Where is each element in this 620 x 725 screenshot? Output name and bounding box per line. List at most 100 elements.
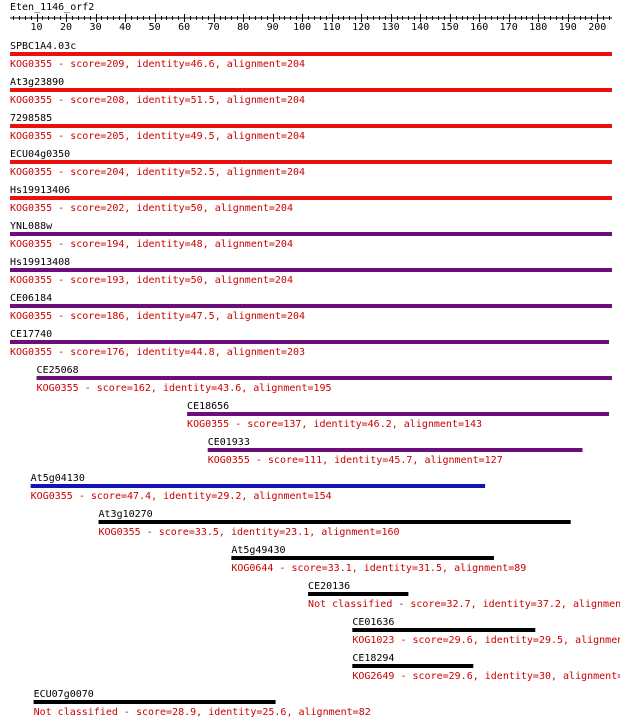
ruler-tick-label: 130 bbox=[382, 22, 400, 33]
hit-alignment-bar bbox=[10, 88, 612, 92]
hit-alignment-bar bbox=[207, 448, 583, 452]
hit-name: ECU04g0350 bbox=[10, 149, 70, 160]
hit-row: At5g04130 KOG0355 - score=47.4, identity=… bbox=[30, 473, 486, 502]
hit-row: Hs19913406 KOG0355 - score=202, identity=… bbox=[10, 185, 612, 214]
ruler-tick-label: 170 bbox=[500, 22, 518, 33]
ruler-tick-label: 20 bbox=[60, 22, 72, 33]
hit-annotation: KOG0355 - score=47.4, identity=29.2, ali… bbox=[31, 491, 332, 502]
hit-annotation: KOG0355 - score=205, identity=49.5, alig… bbox=[10, 131, 305, 142]
hit-alignment-bar bbox=[98, 520, 571, 524]
hit-row: YNL088w KOG0355 - score=194, identity=48,… bbox=[10, 221, 612, 250]
hit-row: CE18294 KOG2649 - score=29.6, identity=30… bbox=[352, 653, 620, 682]
hit-name: ECU07g0070 bbox=[34, 689, 94, 700]
hit-row: At3g23890 KOG0355 - score=208, identity=5… bbox=[10, 77, 612, 106]
hit-annotation: KOG0355 - score=176, identity=44.8, alig… bbox=[10, 347, 305, 358]
hit-annotation: KOG0355 - score=162, identity=43.6, alig… bbox=[37, 383, 332, 394]
ruler-tick-label: 30 bbox=[90, 22, 102, 33]
hit-name: SPBC1A4.03c bbox=[10, 41, 76, 52]
hit-name: At3g10270 bbox=[99, 509, 153, 520]
hit-name: YNL088w bbox=[10, 221, 53, 232]
hit-row: CE25068 KOG0355 - score=162, identity=43.… bbox=[36, 365, 612, 394]
ruler-tick-label: 150 bbox=[441, 22, 459, 33]
hit-row: At5g49430 KOG0644 - score=33.1, identity=… bbox=[231, 545, 526, 574]
hit-row: CE01636 KOG1023 - score=29.6, identity=29… bbox=[352, 617, 620, 646]
hit-alignment-bar bbox=[231, 556, 494, 560]
ruler-tick-label: 160 bbox=[470, 22, 488, 33]
hit-name: CE18656 bbox=[187, 401, 229, 412]
hit-alignment-bar bbox=[352, 664, 474, 668]
hit-alignment-bar bbox=[10, 124, 612, 128]
hit-name: CE06184 bbox=[10, 293, 52, 304]
hit-name: At3g23890 bbox=[10, 77, 64, 88]
hit-row: CE20136 Not classified - score=32.7, iden… bbox=[308, 581, 620, 610]
ruler-tick-label: 100 bbox=[293, 22, 311, 33]
hit-row: CE06184 KOG0355 - score=186, identity=47.… bbox=[10, 293, 612, 322]
hit-row: CE17740 KOG0355 - score=176, identity=44.… bbox=[10, 329, 610, 358]
hit-name: CE18294 bbox=[352, 653, 394, 664]
ruler-tick-label: 120 bbox=[352, 22, 370, 33]
sequence-ruler: 10 20 30 40 50 60 70 80 90 100 110 120 130 140 150 160 1… bbox=[10, 14, 612, 33]
hit-annotation: KOG0355 - score=186, identity=47.5, alig… bbox=[10, 311, 305, 322]
hit-row: Hs19913408 KOG0355 - score=193, identity=… bbox=[10, 257, 612, 286]
ruler-tick-label: 80 bbox=[237, 22, 249, 33]
hit-annotation: KOG0644 - score=33.1, identity=31.5, ali… bbox=[231, 563, 526, 574]
hit-name: At5g04130 bbox=[31, 473, 85, 484]
hit-annotation: KOG0355 - score=208, identity=51.5, alig… bbox=[10, 95, 305, 106]
hit-alignment-bar bbox=[10, 340, 610, 344]
hit-annotation: KOG0355 - score=204, identity=52.5, alig… bbox=[10, 167, 305, 178]
hit-name: Hs19913406 bbox=[10, 185, 70, 196]
hit-alignment-bar bbox=[308, 592, 409, 596]
hit-alignment-bar bbox=[187, 412, 610, 416]
hit-annotation: KOG0355 - score=194, identity=48, alignm… bbox=[10, 239, 293, 250]
hit-alignment-bar bbox=[10, 304, 612, 308]
hit-alignment-bar bbox=[33, 700, 276, 704]
hit-row: CE01933 KOG0355 - score=111, identity=45.… bbox=[207, 437, 583, 466]
hit-row: At3g10270 KOG0355 - score=33.5, identity=… bbox=[98, 509, 571, 538]
ruler-tick-label: 110 bbox=[323, 22, 341, 33]
hit-name: CE20136 bbox=[308, 581, 350, 592]
hit-alignment-bar bbox=[10, 196, 612, 200]
hit-annotation: Not classified - score=32.7, identity=37… bbox=[308, 599, 620, 610]
ruler-tick-label: 60 bbox=[178, 22, 190, 33]
hit-name: CE25068 bbox=[37, 365, 79, 376]
hit-row: SPBC1A4.03c KOG0355 - score=209, identity… bbox=[10, 41, 612, 70]
hit-alignment-bar bbox=[10, 232, 612, 236]
hit-name: 7298585 bbox=[10, 113, 52, 124]
hit-alignment-bar bbox=[10, 268, 612, 272]
hit-row: ECU04g0350 KOG0355 - score=204, identity=… bbox=[10, 149, 612, 178]
hit-name: Hs19913408 bbox=[10, 257, 70, 268]
hit-name: CE01933 bbox=[208, 437, 250, 448]
hit-alignment-bar bbox=[352, 628, 536, 632]
hit-annotation: KOG0355 - score=137, identity=46.2, alig… bbox=[187, 419, 482, 430]
hit-name: CE01636 bbox=[352, 617, 394, 628]
hit-annotation: KOG0355 - score=33.5, identity=23.1, ali… bbox=[99, 527, 400, 538]
hit-annotation: Not classified - score=28.9, identity=25… bbox=[34, 707, 371, 718]
ruler-tick-label: 190 bbox=[559, 22, 577, 33]
hit-row: 7298585 KOG0355 - score=205, identity=49.… bbox=[10, 113, 612, 142]
ruler-tick-label: 10 bbox=[31, 22, 43, 33]
hit-alignment-bar bbox=[10, 52, 612, 56]
hit-row: CE18656 KOG0355 - score=137, identity=46.… bbox=[187, 401, 610, 430]
ruler-tick-label: 70 bbox=[208, 22, 220, 33]
hit-annotation: KOG0355 - score=111, identity=45.7, alig… bbox=[208, 455, 503, 466]
hit-name: At5g49430 bbox=[231, 545, 285, 556]
ruler-tick-label: 140 bbox=[411, 22, 429, 33]
ruler-tick-label: 200 bbox=[588, 22, 606, 33]
ruler-tick-label: 90 bbox=[267, 22, 279, 33]
hit-list: SPBC1A4.03c KOG0355 - score=209, identity… bbox=[10, 41, 620, 718]
hit-name: CE17740 bbox=[10, 329, 52, 340]
hit-alignment-bar bbox=[10, 160, 612, 164]
ruler-tick-label: 180 bbox=[529, 22, 547, 33]
ruler-tick-label: 40 bbox=[119, 22, 131, 33]
hit-alignment-bar bbox=[30, 484, 486, 488]
hit-row: ECU07g0070 Not classified - score=28.9, i… bbox=[33, 689, 371, 718]
hit-annotation: KOG0355 - score=209, identity=46.6, alig… bbox=[10, 59, 305, 70]
ruler-tick-label: 50 bbox=[149, 22, 161, 33]
hit-annotation: KOG0355 - score=193, identity=50, alignm… bbox=[10, 275, 293, 286]
query-title: Eten_1146_orf2 bbox=[10, 2, 94, 13]
hit-annotation: KOG1023 - score=29.6, identity=29.5, ali… bbox=[352, 635, 620, 646]
hit-annotation: KOG2649 - score=29.6, identity=30, align… bbox=[352, 671, 620, 682]
hit-alignment-bar bbox=[36, 376, 612, 380]
hit-annotation: KOG0355 - score=202, identity=50, alignm… bbox=[10, 203, 293, 214]
